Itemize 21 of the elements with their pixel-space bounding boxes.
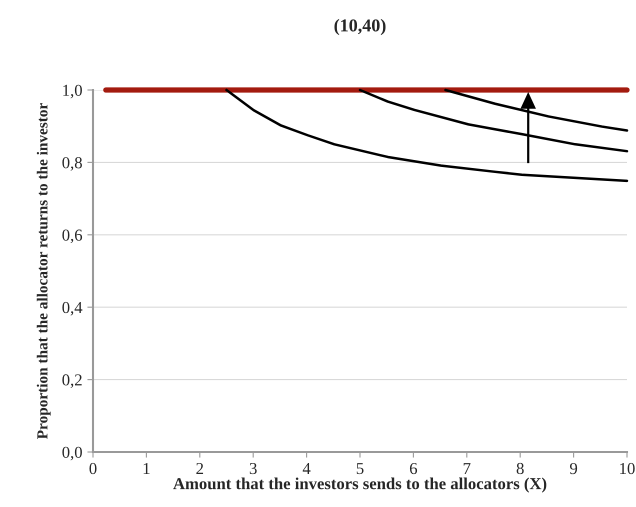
y-tick-label: 0,8	[62, 157, 82, 171]
x-tick-label: 7	[464, 463, 470, 474]
x-tick-label: 4	[302, 463, 311, 474]
y-tick-label: 0,2	[62, 374, 82, 388]
x-tick-label: 8	[516, 462, 524, 474]
y-tick-label: 1,0	[63, 84, 82, 98]
x-tick-label: 9	[570, 462, 578, 474]
x-tick-label: 6	[410, 462, 418, 474]
x-tick-label: 1	[144, 462, 150, 474]
chart-title: (10,40)	[334, 18, 386, 36]
x-tick-label: 0	[89, 462, 97, 474]
y-tick-label: 0,4	[62, 302, 82, 316]
line-series	[225, 88, 628, 182]
x-tick-label: 3	[250, 462, 257, 474]
y-tick-label: 0,6	[62, 230, 82, 244]
x-axis-title: Amount that the investors sends to the allocators (X)	[173, 478, 546, 493]
y-axis-title: Proportion that the allocator returns to the investor	[36, 103, 51, 439]
y-tick-label: 0,0	[62, 446, 82, 460]
x-tick-label: 2	[196, 462, 204, 474]
x-tick-label: 5	[356, 463, 364, 474]
x-tick-label: 10	[620, 462, 635, 474]
